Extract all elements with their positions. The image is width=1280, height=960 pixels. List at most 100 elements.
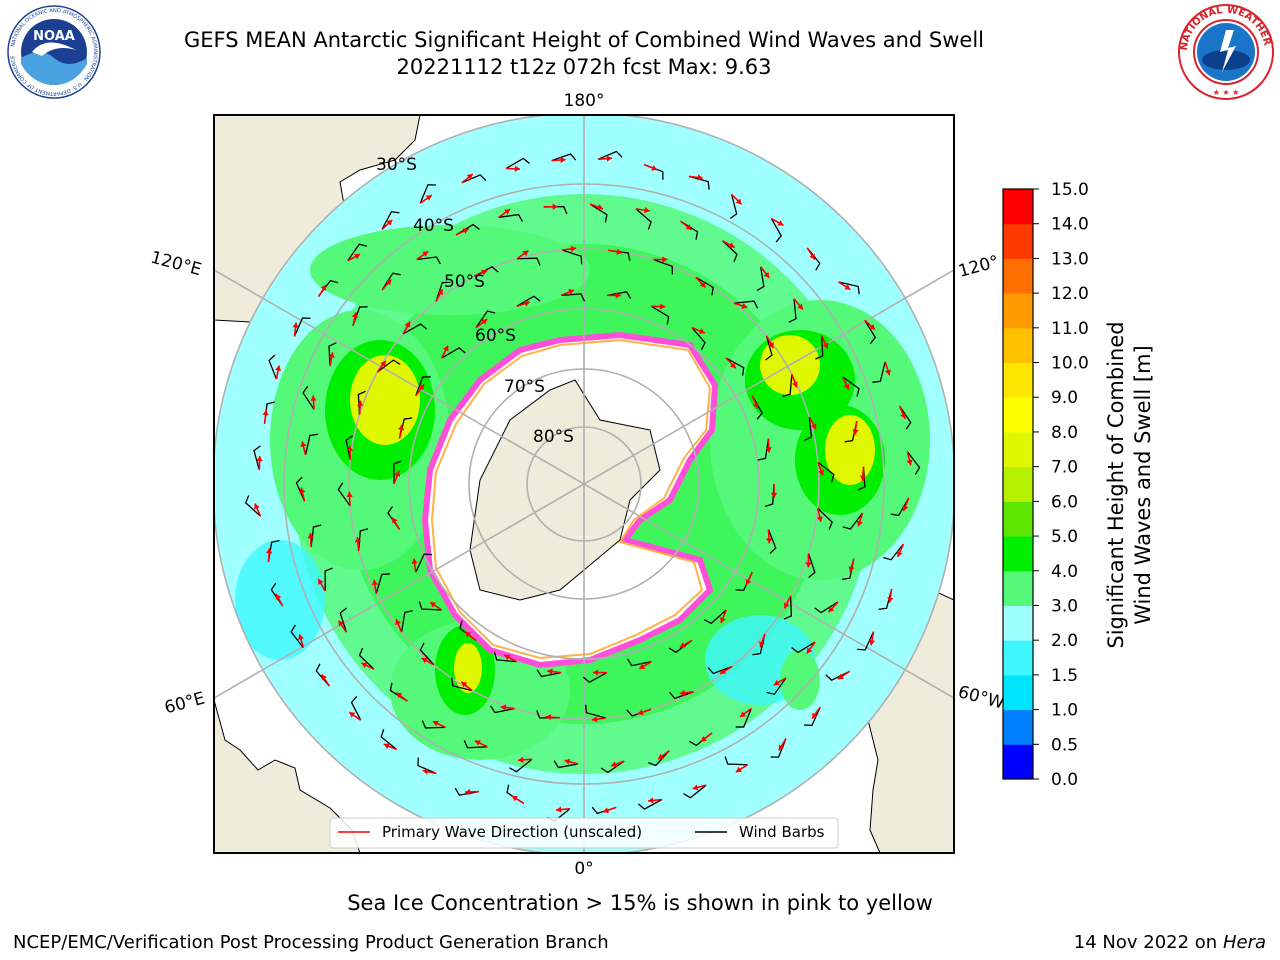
legend-wind-barbs: Wind Barbs [739,823,825,841]
wind-barb [729,194,738,220]
colorbar-tick-label: 2.0 [1051,631,1078,651]
wave-arrowhead [720,617,726,623]
lat-label-40s: 40°S [413,216,454,236]
wave-arrowhead [818,469,824,476]
wave-arrowhead [697,174,703,181]
colorbar-band [1003,536,1033,572]
wind-barb [324,567,333,591]
wind-barb [415,376,431,396]
wave-arrowhead [658,753,665,760]
wave-arrowhead [729,362,736,369]
wave-arrowhead [773,679,780,686]
colorbar-tick-label: 0.0 [1051,770,1078,790]
wind-barb [536,669,562,678]
wave-arrowhead [437,289,443,296]
colorbar-band [1003,431,1033,468]
wave-arrowhead [639,663,646,669]
wind-barb [245,495,262,517]
wind-barb [804,416,813,442]
wave-arrowhead [869,324,875,330]
wave-arrowhead [806,647,813,654]
land-africa [214,699,361,853]
wave-arrowhead [361,662,368,669]
wind-barb [562,249,583,265]
wave-arrowhead [740,711,747,717]
wind-barb [651,305,670,325]
colorbar-tick-label: 11.0 [1051,319,1089,339]
wave-arrowhead [320,284,327,291]
lon-label-120e: 120°E [148,248,203,281]
wind-barb [582,672,608,684]
wave-arrowhead [868,639,876,646]
wind-barb [725,357,745,376]
wave-arrowhead [752,402,759,409]
wave-arrowhead [398,424,405,431]
wave-arrowhead [292,322,299,328]
wave-arrowhead [354,537,362,543]
wind-barb [415,553,433,573]
wave-arrowhead [700,735,707,742]
wave-arrowhead [720,668,727,674]
wave-arrowhead [591,716,598,723]
svg-text:★ ★ ★: ★ ★ ★ [1213,88,1240,97]
wave-arrowhead [328,352,335,358]
wave-arrowhead [346,491,353,498]
wave-arrowhead [616,248,623,255]
wave-arrowhead [662,256,668,263]
lat-label-60s: 60°S [475,326,516,346]
colorbar-label-line2: Wind Waves and Swell [m] [1131,345,1155,625]
wave-arrowhead [768,342,774,349]
colorbar-band [1003,744,1033,780]
wave-arrowhead [500,704,507,711]
wave-arrowhead [310,395,317,401]
wind-barb [767,529,777,554]
lat-label-70s: 70°S [504,377,545,397]
lon-label-120w: 120° [956,252,1001,282]
wave-arrowhead [648,797,654,804]
wind-barb [357,390,366,415]
wind-barb [310,524,322,548]
wind-barb [791,641,816,654]
wave-arrowhead [351,312,358,318]
colorbar-band [1003,640,1033,676]
wave-arrowhead [611,761,617,768]
wave-arrowhead [556,806,562,813]
wind-barb [337,482,351,507]
wave-arrowhead [430,602,437,608]
wave-arrowhead [810,423,817,430]
colorbar-frame [1002,188,1034,780]
colorbar-band [1003,327,1033,364]
chart-title: GEFS MEAN Antarctic Significant Height o… [183,28,985,52]
map-frame [213,114,955,854]
wind-barb [864,319,877,345]
wave-arrowhead [679,689,686,696]
wave-arrowhead [307,532,314,539]
wave-arrowhead [464,631,471,638]
wind-barb [890,497,910,517]
wind-barb [883,543,904,561]
wind-barb [441,347,466,359]
wind-barb [857,631,875,651]
wave-arrowhead [432,720,439,727]
machine-name: Hera [1222,932,1266,953]
wind-barb [490,705,515,714]
wave-arrowhead [442,345,449,352]
wave-arrowhead [660,303,666,310]
wind-barb [347,243,368,262]
wave-arrowhead [504,209,511,215]
wave-arrowhead [797,303,803,310]
wave-arrowhead [404,321,411,328]
wind-barb [295,476,306,502]
wave-arrowhead [256,455,263,462]
wave-arrowhead [411,558,418,564]
wind-barb [898,405,912,430]
map-legend: Primary Wave Direction (unscaled) Wind B… [329,817,839,849]
wind-barb [597,150,623,160]
wind-barb [293,317,311,337]
wind-barb [417,757,437,775]
wind-barb [770,218,782,243]
wave-arrowhead [828,606,835,613]
wave-arrowhead [615,292,621,299]
wind-barb [553,760,579,769]
wave-arrowhead [354,253,361,260]
